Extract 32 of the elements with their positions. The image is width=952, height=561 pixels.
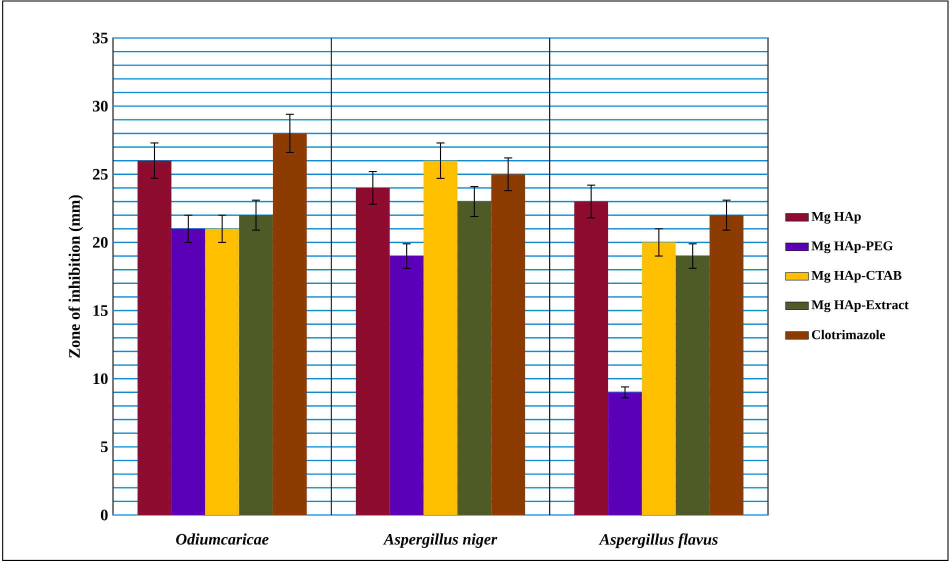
legend-label: Mg HAp-CTAB xyxy=(812,270,902,283)
legend-label: Mg HAp xyxy=(812,212,861,224)
x-tick-label: Aspergillus niger xyxy=(382,533,498,548)
bar xyxy=(239,215,273,515)
y-tick-label: 15 xyxy=(94,305,108,316)
x-tick-label: Odiumcaricae xyxy=(176,533,268,545)
y-axis-title: Zone of inhibition (mm) xyxy=(68,195,84,358)
bar xyxy=(676,256,710,515)
bar xyxy=(574,202,608,515)
legend-label: Clotrimazole xyxy=(812,330,886,340)
bar xyxy=(457,202,492,515)
bar xyxy=(138,160,172,515)
bar xyxy=(272,133,307,515)
bar xyxy=(171,228,206,515)
y-tick-label: 0 xyxy=(100,510,108,520)
y-tick-label: 10 xyxy=(94,373,108,384)
bar xyxy=(356,188,390,515)
legend-label: Mg HAp-PEG xyxy=(812,241,893,254)
y-tick-label: 20 xyxy=(92,237,108,248)
y-tick-label: 35 xyxy=(92,32,108,44)
bar xyxy=(642,242,676,515)
bar xyxy=(424,160,458,515)
legend-label: Mg HAp-Extract xyxy=(812,300,909,312)
y-tick-label: 5 xyxy=(100,442,108,452)
y-tick-label: 30 xyxy=(92,100,108,112)
y-tick-label: 25 xyxy=(92,168,108,180)
bar xyxy=(491,174,526,515)
bar xyxy=(710,215,744,515)
bar xyxy=(205,228,240,515)
bar xyxy=(390,256,424,515)
x-tick-label: Aspergillus flavus xyxy=(598,533,718,548)
bar xyxy=(608,392,642,515)
